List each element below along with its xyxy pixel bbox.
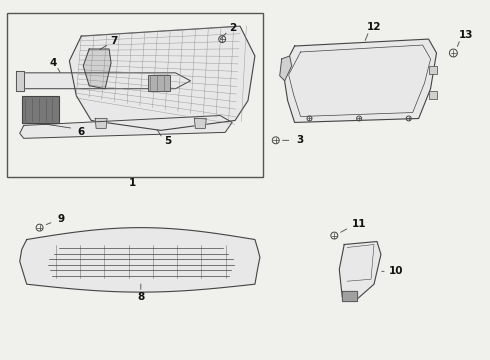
Polygon shape	[339, 242, 381, 299]
Polygon shape	[70, 26, 255, 130]
Text: 5: 5	[164, 136, 171, 146]
Polygon shape	[95, 118, 107, 129]
Text: 13: 13	[459, 30, 473, 40]
Text: 1: 1	[129, 178, 137, 188]
Text: 8: 8	[137, 292, 145, 302]
Text: 11: 11	[352, 219, 367, 229]
Text: 9: 9	[58, 214, 65, 224]
Bar	[22, 96, 59, 123]
Bar	[148, 75, 170, 91]
Polygon shape	[20, 228, 260, 292]
Polygon shape	[16, 71, 24, 91]
Bar	[429, 91, 437, 99]
Polygon shape	[283, 39, 437, 122]
Text: 12: 12	[367, 22, 381, 32]
Polygon shape	[83, 49, 111, 89]
Text: 10: 10	[389, 266, 403, 276]
Polygon shape	[20, 116, 232, 138]
Text: 4: 4	[50, 58, 57, 68]
Text: 3: 3	[296, 135, 303, 145]
Bar	[429, 66, 437, 74]
Polygon shape	[19, 73, 191, 89]
Text: 2: 2	[229, 23, 237, 33]
Polygon shape	[342, 291, 357, 301]
Polygon shape	[280, 56, 292, 81]
Text: 6: 6	[77, 127, 85, 138]
Text: 7: 7	[110, 36, 118, 46]
Polygon shape	[195, 118, 206, 129]
Bar	[7, 13, 263, 177]
